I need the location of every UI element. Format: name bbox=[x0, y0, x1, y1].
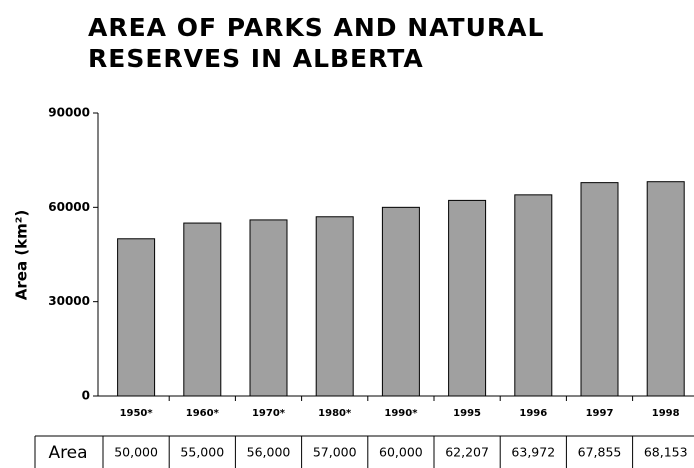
table-value: 60,000 bbox=[379, 445, 423, 460]
table-value: 56,000 bbox=[247, 445, 291, 460]
bar bbox=[448, 199, 487, 397]
x-tick-label: 1970* bbox=[252, 408, 286, 419]
table-value: 68,153 bbox=[644, 445, 688, 460]
bar bbox=[249, 219, 288, 397]
y-tick-label: 60000 bbox=[48, 200, 90, 214]
y-tick-label: 0 bbox=[82, 389, 90, 403]
x-tick-label: 1980* bbox=[318, 408, 352, 419]
x-tick-label: 1998 bbox=[652, 408, 680, 419]
bar bbox=[514, 194, 553, 397]
table-value: 62,207 bbox=[445, 445, 489, 460]
x-tick-label: 1996 bbox=[519, 408, 547, 419]
x-tick-label: 1950* bbox=[120, 408, 154, 419]
bar bbox=[183, 222, 222, 397]
table-value: 50,000 bbox=[114, 445, 158, 460]
x-tick-label: 1960* bbox=[186, 408, 220, 419]
y-tick-label: 30000 bbox=[48, 294, 90, 308]
bar bbox=[580, 182, 619, 397]
x-tick-label: 1995 bbox=[453, 408, 481, 419]
table-value: 55,000 bbox=[180, 445, 224, 460]
table-value: 57,000 bbox=[313, 445, 357, 460]
bar bbox=[315, 216, 354, 397]
table-row-label: Area bbox=[48, 443, 87, 463]
bar bbox=[646, 181, 685, 397]
table-value: 67,855 bbox=[578, 445, 622, 460]
y-axis-label: Area (km²) bbox=[13, 210, 31, 300]
y-tick-label: 90000 bbox=[48, 106, 90, 120]
x-tick-label: 1997 bbox=[586, 408, 614, 419]
chart-title: AREA OF PARKS AND NATURAL RESERVES IN AL… bbox=[88, 13, 545, 73]
table-value: 63,972 bbox=[511, 445, 555, 460]
x-tick-label: 1990* bbox=[384, 408, 418, 419]
bar bbox=[381, 206, 420, 397]
bar bbox=[117, 238, 156, 397]
